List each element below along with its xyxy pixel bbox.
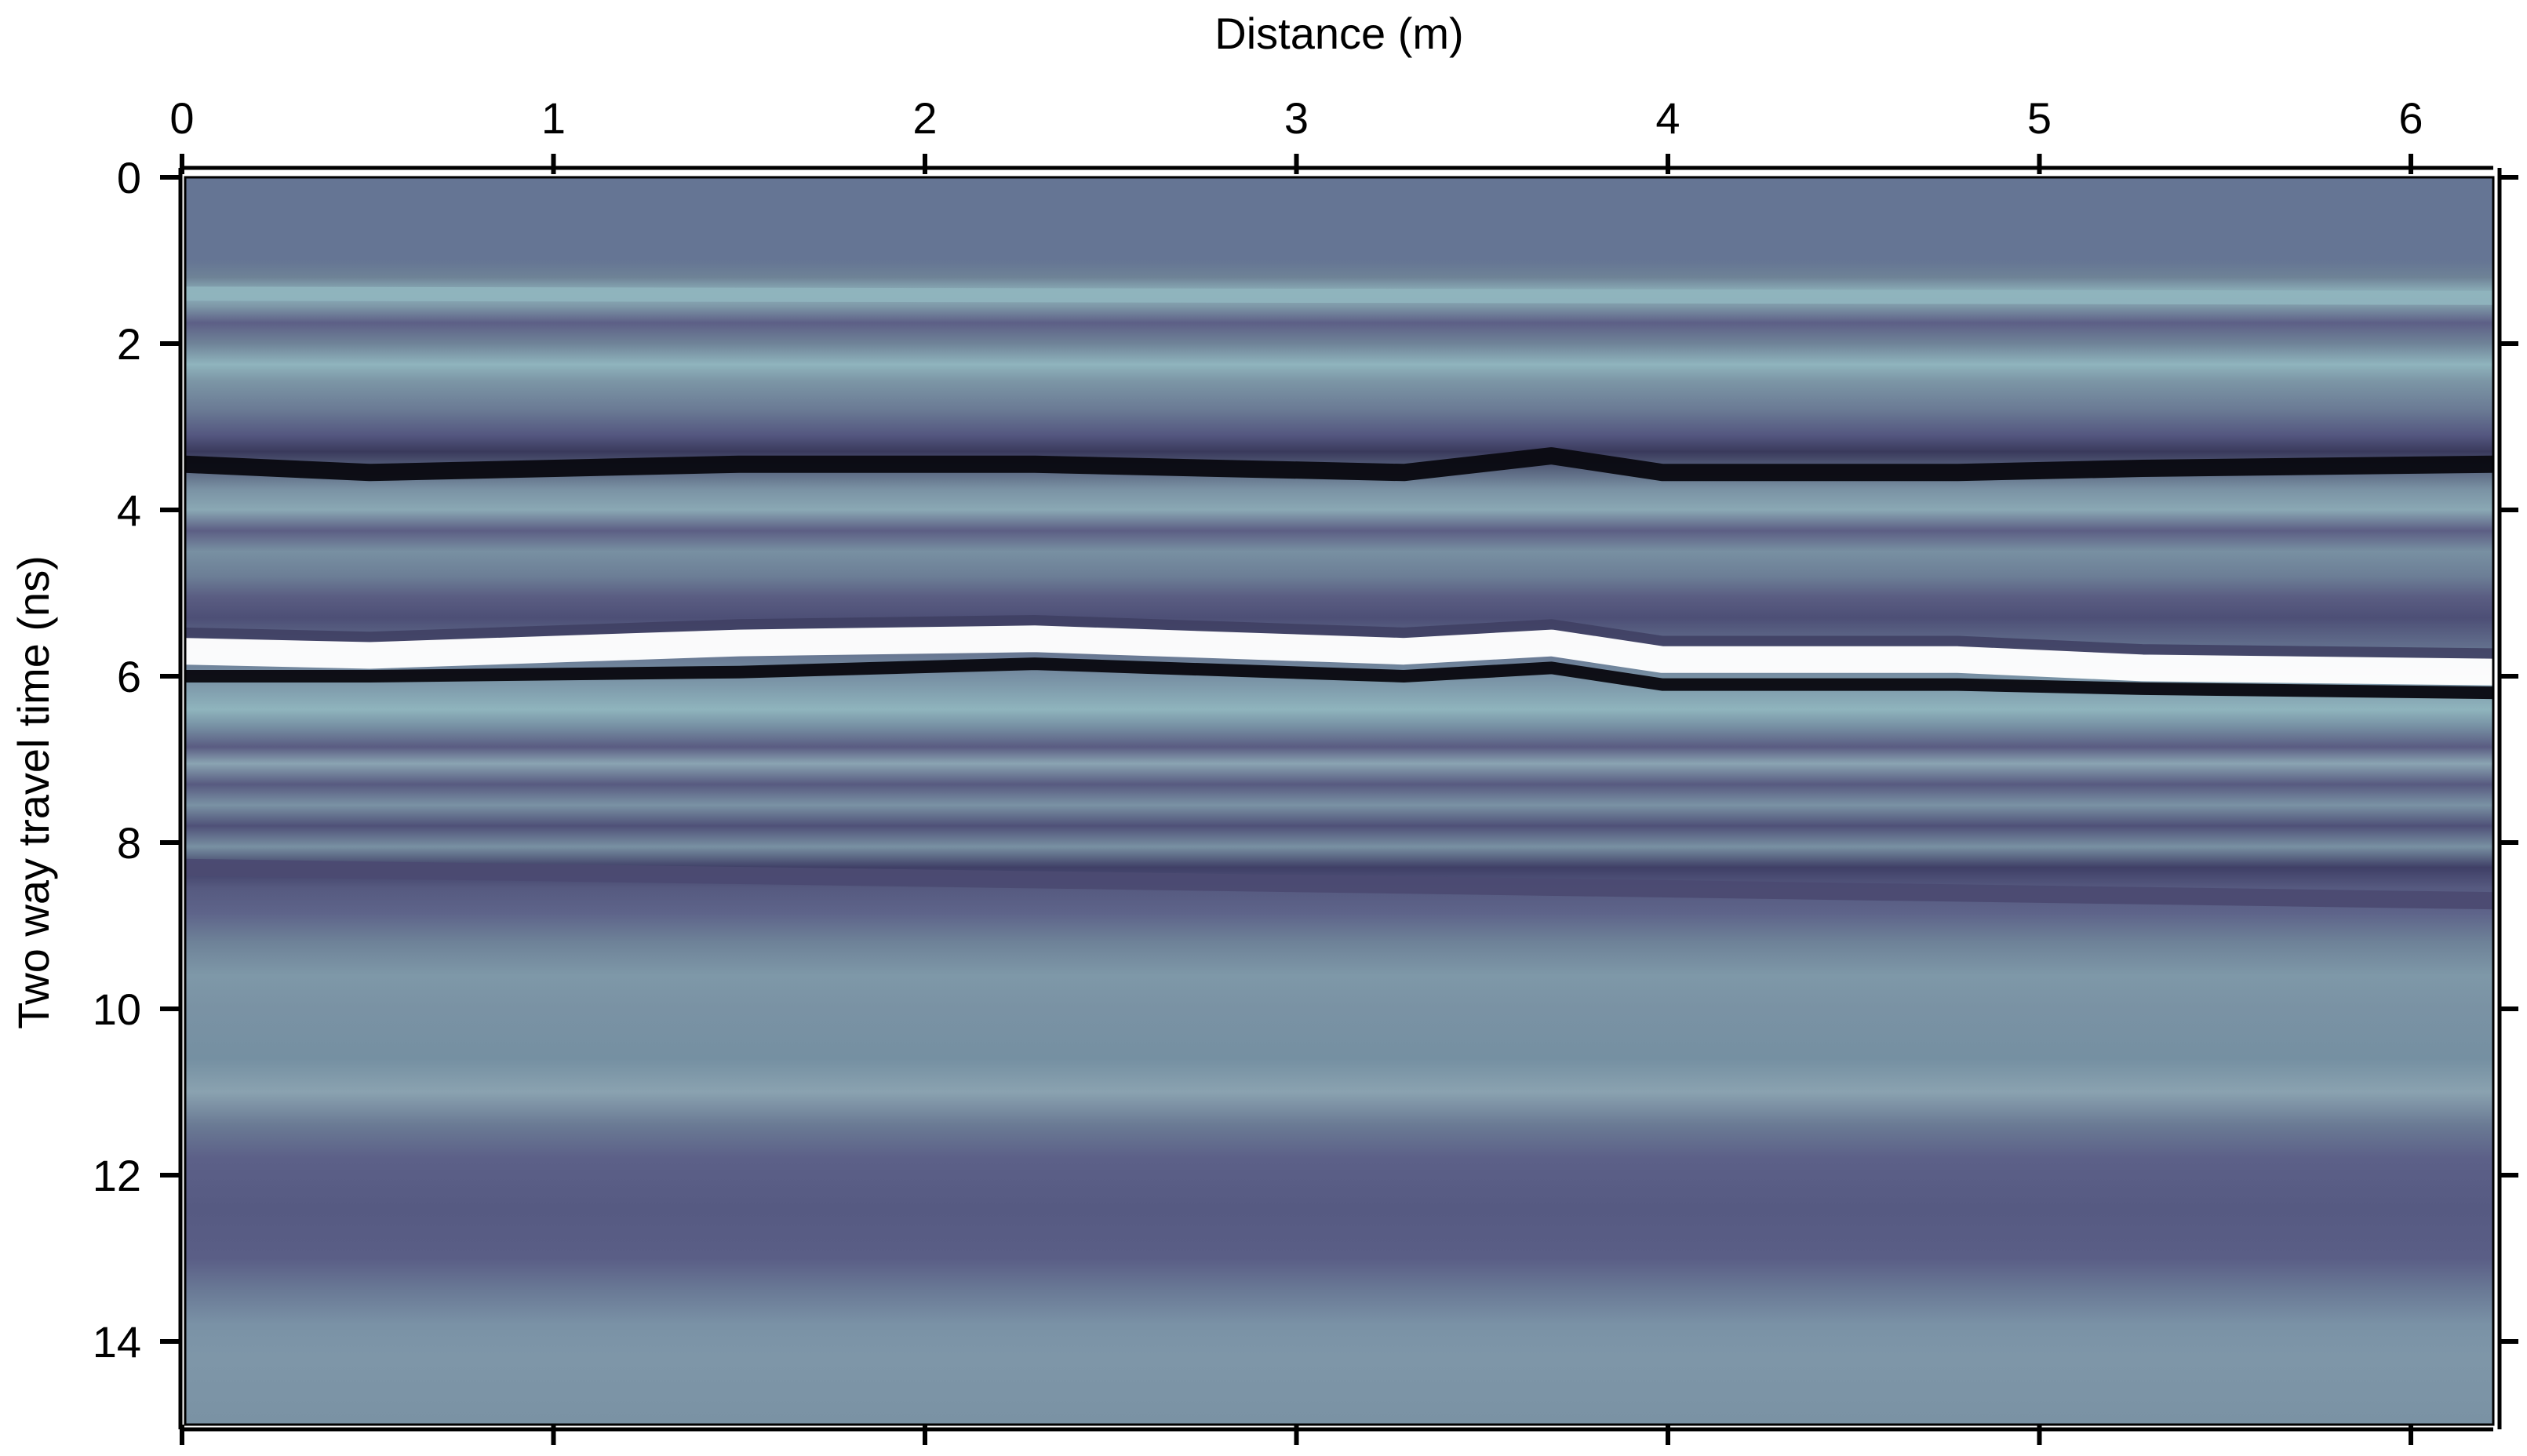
x-tick-label: 5: [2027, 93, 2052, 143]
radargram-background: [185, 177, 2493, 1425]
reflector-layer: [185, 286, 2493, 910]
y-tick-label: 4: [117, 486, 141, 535]
x-tick-label: 0: [169, 93, 194, 143]
x-axis-title: Distance (m): [1214, 9, 1463, 58]
x-tick-label: 1: [541, 93, 566, 143]
y-tick-label: 6: [117, 652, 141, 701]
reflector-3: [185, 286, 2493, 305]
reflector-1: [185, 625, 2493, 686]
x-tick-label: 4: [1655, 93, 1680, 143]
reflector-0: [185, 447, 2493, 482]
y-axis-title: Two way travel time (ns): [9, 555, 58, 1029]
x-tick-label: 6: [2398, 93, 2423, 143]
y-tick-label: 10: [93, 985, 141, 1034]
y-axis: 0 2 4 6 8 10 12 14: [93, 153, 2518, 1429]
plot-frame: [184, 176, 2495, 1426]
y-tick-label: 8: [117, 818, 141, 868]
y-tick-label: 0: [117, 153, 141, 202]
y-tick-label: 12: [93, 1151, 141, 1200]
reflector-halo: [185, 614, 2493, 660]
x-tick-label: 2: [912, 93, 937, 143]
x-tick-label: 3: [1284, 93, 1309, 143]
reflector-2: [185, 657, 2493, 700]
reflector-4: [185, 858, 2493, 910]
radargram-image: [185, 177, 2493, 1425]
y-tick-label: 14: [93, 1317, 141, 1367]
y-tick-label: 2: [117, 319, 141, 369]
